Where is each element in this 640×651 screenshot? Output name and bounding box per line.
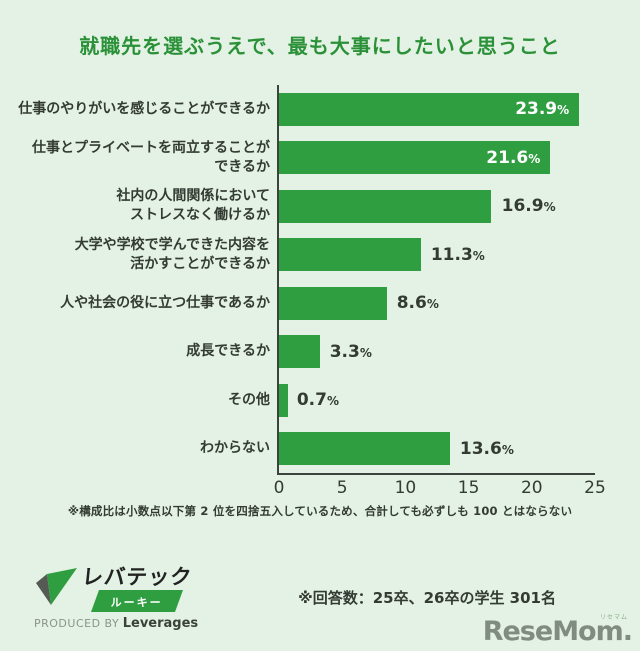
bar-row: その他 0.7% [0,376,640,425]
bar-track: 13.6% [277,424,595,473]
x-tick-label: 10 [394,478,417,498]
bar-category-label: 社内の人間関係において ストレスなく働けるか [116,188,270,224]
respondents-note: ※回答数：25卒、26卒の学生 301名 [298,589,556,607]
x-axis-line [277,473,595,475]
brand-sub-label: ルーキー [110,596,163,609]
bar [279,189,492,223]
bar-track: 0.7% [277,376,595,425]
bar [279,286,388,320]
bar-track: 11.3% [277,230,595,279]
bar-track: 8.6% [277,279,595,328]
company-name: Leverages [122,616,199,631]
bar-value-label: 11.3% [430,244,485,265]
x-tick-label: 20 [520,478,543,498]
x-tick-label: 0 [273,478,285,498]
bar-category-label: 大学や学校で学んできた内容を 活かすことができるか [74,236,270,272]
bar-track: 21.6% [277,133,595,182]
bar-category-label: 仕事のやりがいを感じることができるか [18,100,270,117]
bar-row: 社内の人間関係において ストレスなく働けるか 16.9% [0,182,640,231]
bar-row: 仕事のやりがいを感じることができるか 23.9% [0,85,640,134]
bar-category-label: わからない [200,440,270,457]
checkmark-icon [36,568,77,605]
levtech-logo: レバテック ルーキー PRODUCED BY Leverages [34,565,199,631]
bar-row: 人や社会の役に立つ仕事であるか 8.6% [0,279,640,328]
bar-value-label: 23.9% [515,99,570,120]
bar-value-label: 21.6% [486,147,541,168]
produced-by-label: PRODUCED BY [34,617,120,630]
footer: レバテック ルーキー PRODUCED BY Leverages ※回答数：25… [0,561,640,651]
bar-row: 大学や学校で学んできた内容を 活かすことができるか 11.3% [0,230,640,279]
bar-value-label: 16.9% [501,196,556,217]
bar-row: わからない 13.6% [0,424,640,473]
media-logo-ruby: リセマム [599,614,628,621]
bar-value-label: 3.3% [329,341,372,362]
bar-category-label: その他 [228,391,270,408]
bar-track: 16.9% [277,182,595,231]
bar-track: 3.3% [277,327,595,376]
bar [279,432,450,466]
brand-sub-banner: ルーキー [90,590,184,612]
x-axis-ticks: 0 5 10 15 20 25 [274,475,606,499]
bar-chart: 仕事のやりがいを感じることができるか 23.9% 仕事とプライベートを両立することが… [0,85,640,499]
x-tick-label: 5 [336,478,348,498]
brand-name: レバテック [80,565,194,589]
bar-row: 仕事とプライベートを両立することが できるか 21.6% [0,133,640,182]
x-tick-label: 15 [457,478,480,498]
x-tick-label: 25 [584,478,606,498]
bar-track: 23.9% [277,85,595,134]
rounding-note: ※構成比は小数点以下第 2 位を四捨五入しているため、合計しても必ずしも 100… [67,504,573,518]
bar-row: 成長できるか 3.3% [0,327,640,376]
bar [279,238,421,272]
bar-rows: 仕事のやりがいを感じることができるか 23.9% 仕事とプライベートを両立することが… [0,85,640,473]
bar-category-label: 成長できるか [186,343,270,360]
bar [279,383,288,417]
bar: 21.6% [279,141,551,175]
bar [279,335,321,369]
bar-category-label: 人や社会の役に立つ仕事であるか [60,294,270,311]
bar-value-label: 0.7% [296,390,339,411]
bar-category-label: 仕事とプライベートを両立することが できるか [32,139,270,175]
bar-value-label: 13.6% [459,438,514,459]
bar: 23.9% [279,92,580,126]
bar-value-label: 8.6% [396,293,439,314]
page-title: 就職先を選ぶうえで、最も大事にしたいと思うこと [79,34,561,58]
